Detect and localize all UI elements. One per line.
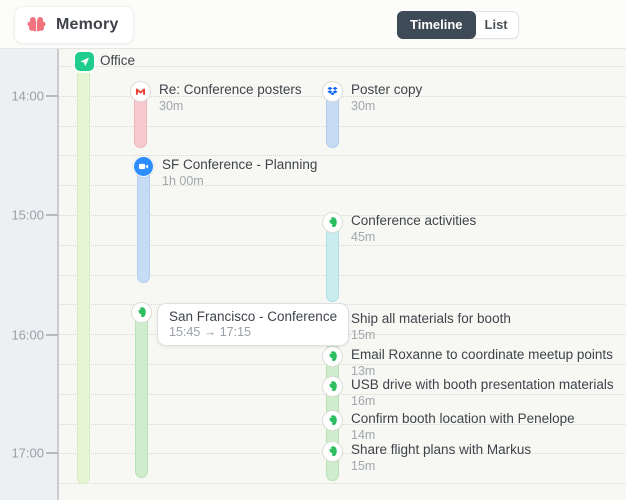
hour-tick: [46, 452, 58, 454]
event-duration: 16m: [351, 394, 376, 408]
app-header: Memory Timeline List: [0, 0, 626, 49]
gmail-icon: [129, 80, 151, 102]
app-title: Memory: [56, 16, 119, 33]
event-duration: 14m: [351, 428, 376, 442]
event-duration: 1h 00m: [162, 174, 204, 188]
grid-line: [59, 274, 626, 276]
evernote-icon: [130, 301, 152, 323]
app-logo: Memory: [14, 6, 134, 44]
grid-line: [59, 125, 626, 127]
event-title: Confirm booth location with Penelope: [351, 411, 575, 426]
event-duration: 13m: [351, 364, 376, 378]
grid-line: [59, 185, 626, 187]
grid-line: [59, 423, 626, 425]
grid-line: [59, 483, 626, 485]
navigation-icon: [79, 56, 90, 67]
event-duration: 45m: [351, 230, 376, 244]
zoom-icon: [132, 155, 154, 177]
event-title: Share flight plans with Markus: [351, 442, 532, 457]
brain-logo-icon: [25, 14, 48, 36]
hour-tick: [46, 334, 58, 336]
event-title: Poster copy: [351, 82, 423, 97]
event-title: Email Roxanne to coordinate meetup point…: [351, 347, 613, 362]
grid-line: [59, 155, 626, 157]
evernote-event-pill: [325, 222, 339, 302]
tab-list[interactable]: List: [475, 12, 518, 38]
time-label: 14:00: [11, 88, 44, 104]
evernote-icon: [321, 409, 343, 431]
grid-line: [59, 393, 626, 395]
event-time-range: 15:45 → 17:15: [169, 325, 252, 339]
event-card[interactable]: San Francisco - Conference 15:45 → 17:15: [157, 303, 350, 346]
event-title: Ship all materials for booth: [351, 311, 511, 326]
timeline-canvas[interactable]: Office 14:00 15:00 16:00 17:00 Re: Conferenc…: [0, 48, 626, 500]
event-title: Conference activities: [351, 213, 477, 228]
time-label: 15:00: [11, 207, 44, 223]
time-gutter: [0, 48, 59, 500]
evernote-event-pill: [134, 312, 148, 478]
view-toggle: Timeline List: [397, 11, 519, 39]
event-title: San Francisco - Conference: [169, 309, 338, 324]
location-label: Office: [100, 53, 136, 68]
hour-tick: [46, 95, 58, 97]
zoom-event-pill: [136, 166, 150, 283]
evernote-icon: [321, 211, 343, 233]
event-duration: 15m: [351, 459, 376, 473]
tab-timeline[interactable]: Timeline: [397, 11, 476, 39]
grid-line: [59, 215, 626, 216]
event-title: Re: Conference posters: [159, 82, 302, 97]
evernote-icon: [321, 345, 343, 367]
grid-line: [59, 244, 626, 246]
evernote-icon: [321, 375, 343, 397]
location-track-bar: [77, 54, 90, 484]
grid-line: [59, 453, 626, 455]
time-label: 17:00: [11, 445, 44, 461]
dropbox-icon: [321, 80, 343, 102]
event-title: SF Conference - Planning: [162, 157, 318, 172]
grid-line: [59, 95, 626, 97]
grid-line: [59, 66, 626, 67]
event-duration: 15m: [351, 328, 376, 342]
event-duration: 30m: [351, 99, 376, 113]
hour-tick: [46, 214, 58, 216]
evernote-icon: [321, 440, 343, 462]
event-title: USB drive with booth presentation materi…: [351, 377, 614, 392]
event-duration: 30m: [159, 99, 184, 113]
time-label: 16:00: [11, 327, 44, 343]
grid-line: [59, 364, 626, 365]
location-badge[interactable]: [75, 52, 94, 71]
